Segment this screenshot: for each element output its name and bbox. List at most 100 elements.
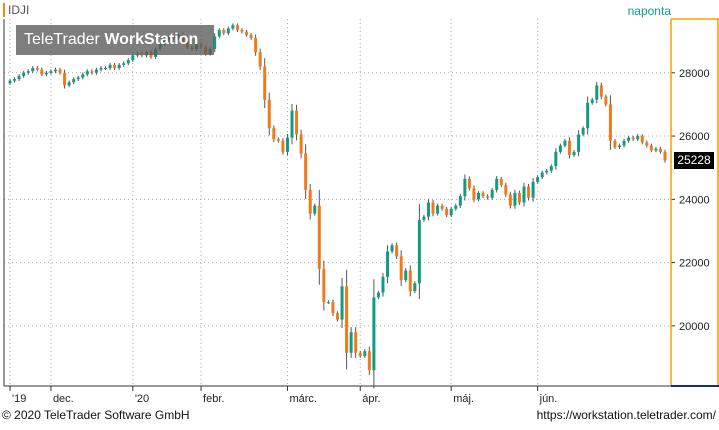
candle-body xyxy=(126,60,130,64)
candle-body xyxy=(340,286,344,320)
candle xyxy=(235,23,239,32)
candle xyxy=(495,176,499,193)
candle xyxy=(81,72,85,80)
candle-body xyxy=(477,193,481,200)
candle xyxy=(599,82,603,100)
candle xyxy=(317,189,321,285)
candle-body xyxy=(399,256,403,281)
candle xyxy=(272,125,276,142)
candle-body xyxy=(281,140,285,152)
candle-body xyxy=(563,140,567,146)
candle-body xyxy=(608,104,612,141)
candle xyxy=(295,104,299,141)
candle xyxy=(113,62,117,70)
copyright-text: © 2020 TeleTrader Software GmbH xyxy=(2,408,190,422)
candle-body xyxy=(513,193,517,206)
candle-body xyxy=(545,170,549,173)
candle xyxy=(658,146,662,154)
candle xyxy=(108,62,112,70)
candle xyxy=(408,265,412,297)
candle xyxy=(426,198,430,221)
candle-body xyxy=(586,102,590,129)
candle xyxy=(331,299,335,317)
candle xyxy=(545,168,549,175)
source-url[interactable]: https://workstation.teletrader.com/ xyxy=(536,408,716,422)
candle xyxy=(549,164,553,173)
candle xyxy=(563,138,567,148)
candle-body xyxy=(445,208,449,216)
candle-body xyxy=(622,140,626,146)
candle xyxy=(417,204,421,299)
candle-body xyxy=(627,137,631,141)
candle xyxy=(99,66,103,72)
candle-body xyxy=(8,80,12,84)
symbol-label[interactable]: IDJI xyxy=(3,3,29,17)
x-tick-label: jún. xyxy=(539,393,558,405)
y-axis: 28000 26000 24000 22000 20000 xyxy=(670,18,719,387)
candle xyxy=(8,78,12,86)
candle-body xyxy=(577,134,581,152)
candle-body xyxy=(108,64,112,69)
candle xyxy=(649,143,653,153)
candle-body xyxy=(636,136,640,140)
candle-body xyxy=(85,71,89,75)
candle-body xyxy=(67,82,71,86)
last-value-badge: 25228 xyxy=(674,152,714,169)
candle xyxy=(481,191,485,199)
brand-watermark: TeleTrader WorkStation xyxy=(16,25,214,55)
candle xyxy=(217,28,221,39)
candle-body xyxy=(454,205,458,209)
candle xyxy=(281,138,285,155)
x-tick-label: febr. xyxy=(203,393,224,405)
brand-bold: WorkStation xyxy=(104,31,199,48)
candle-body xyxy=(395,245,399,257)
candle xyxy=(395,242,399,260)
candle-body xyxy=(595,85,599,100)
candle-body xyxy=(472,188,476,200)
candle-body xyxy=(436,205,440,214)
candle xyxy=(458,193,462,209)
candle-body xyxy=(131,55,135,61)
candle xyxy=(90,69,94,75)
candle xyxy=(126,58,130,66)
candle xyxy=(17,74,21,82)
candle xyxy=(322,260,326,311)
candle-body xyxy=(322,268,326,303)
candle-body xyxy=(31,68,35,72)
candle-body xyxy=(540,172,544,178)
period-label[interactable]: naponta xyxy=(627,4,671,18)
x-tick-label: márc. xyxy=(289,393,317,405)
candle-body xyxy=(267,99,271,129)
candle-body xyxy=(658,148,662,152)
candle-body xyxy=(536,177,540,182)
candle-body xyxy=(599,85,603,97)
candle-body xyxy=(240,30,244,32)
candle-body xyxy=(226,28,230,34)
candle xyxy=(572,149,576,157)
candle xyxy=(590,97,594,105)
x-tick-label: '20 xyxy=(135,393,149,405)
candle xyxy=(304,144,308,199)
candle-body xyxy=(640,136,644,143)
candle-body xyxy=(386,251,390,277)
candle xyxy=(622,138,626,148)
candle xyxy=(413,281,417,294)
candle xyxy=(558,143,562,154)
candle-body xyxy=(213,36,217,50)
candle xyxy=(267,92,271,136)
candle xyxy=(513,189,517,209)
candle-body xyxy=(495,178,499,190)
candle-body xyxy=(349,332,353,353)
candle-body xyxy=(222,30,226,34)
candle-body xyxy=(613,140,617,148)
candle xyxy=(527,183,531,201)
candle-body xyxy=(363,351,367,356)
candle-body xyxy=(326,302,330,304)
candle-body xyxy=(90,71,94,73)
candle xyxy=(358,350,362,358)
candle xyxy=(326,300,330,305)
candle xyxy=(308,183,312,220)
candle xyxy=(335,311,340,322)
candle xyxy=(640,134,644,145)
gridlines xyxy=(4,19,671,386)
